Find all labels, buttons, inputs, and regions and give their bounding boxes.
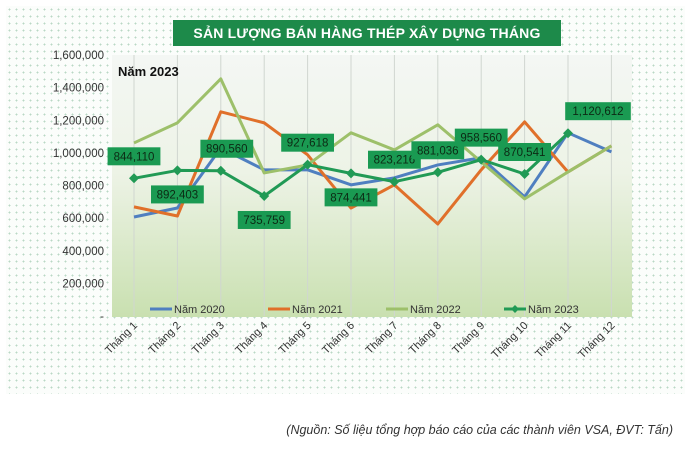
x-tick-label: Tháng 8 xyxy=(407,320,444,357)
y-tick-label: 1,200,000 xyxy=(53,115,104,127)
data-label-box xyxy=(281,133,334,152)
y-tick-label: 1,600,000 xyxy=(53,50,104,62)
x-tick-label: Tháng 9 xyxy=(450,320,487,357)
x-tick-label: Tháng 5 xyxy=(277,320,314,357)
data-point xyxy=(432,167,443,178)
line-chart: - 200,000 400,000 600,000 800,000 1,000,000 1,… xyxy=(53,50,632,361)
y-tick-label: 600,000 xyxy=(62,213,104,225)
data-point xyxy=(215,165,226,176)
legend-label: Năm 2020 xyxy=(174,304,225,316)
data-label-box xyxy=(107,147,161,166)
legend-label: Năm 2022 xyxy=(410,304,461,316)
x-tick-label: Tháng 12 xyxy=(576,320,617,361)
series-line xyxy=(133,131,613,219)
data-point xyxy=(129,173,139,184)
series-line xyxy=(133,77,613,201)
x-tick-label: Tháng 7 xyxy=(363,320,400,357)
x-tick-label: Tháng 4 xyxy=(233,320,270,357)
x-tick-label: Tháng 1 xyxy=(103,320,140,357)
data-label-box xyxy=(454,128,508,147)
data-label-box xyxy=(151,185,204,204)
source-note: (Nguồn: Số liệu tổng hợp báo cáo của các… xyxy=(286,423,673,437)
y-tick-label: 1,400,000 xyxy=(53,83,104,95)
y-tick-label: 1,000,000 xyxy=(53,148,104,160)
data-point xyxy=(259,190,270,201)
data-point xyxy=(563,128,573,139)
data-label: 890,560 xyxy=(206,144,248,156)
legend-label: Năm 2023 xyxy=(528,304,579,316)
legend-marker xyxy=(511,305,519,313)
data-point xyxy=(172,165,183,176)
y-tick-label: - xyxy=(100,311,104,323)
x-tick-label: Tháng 6 xyxy=(320,320,357,357)
data-label-box xyxy=(565,102,631,121)
data-label: 927,618 xyxy=(287,138,329,150)
data-label-box xyxy=(498,142,551,161)
data-label: 892,403 xyxy=(157,189,199,201)
data-label-box xyxy=(411,141,465,160)
data-label-box xyxy=(200,139,254,158)
data-label-box xyxy=(237,210,291,229)
data-label: 870,541 xyxy=(504,147,546,159)
data-point xyxy=(476,154,487,165)
data-point xyxy=(389,176,400,187)
x-tick-label: Tháng 11 xyxy=(533,320,574,361)
data-label-box xyxy=(324,188,378,207)
data-label: 881,036 xyxy=(417,145,459,157)
data-label: 844,110 xyxy=(114,151,155,163)
y-tick-label: 800,000 xyxy=(62,181,104,193)
data-label: 874,441 xyxy=(330,192,372,204)
data-label: 823,216 xyxy=(374,155,416,167)
data-label: 735,759 xyxy=(243,215,285,227)
data-point xyxy=(302,159,313,170)
chart-subtitle: Năm 2023 xyxy=(118,64,179,79)
x-tick-label: Tháng 3 xyxy=(190,320,227,357)
data-point xyxy=(519,168,530,179)
data-label: 1,120,612 xyxy=(572,106,623,118)
legend-label: Năm 2021 xyxy=(292,304,343,316)
x-tick-label: Tháng 10 xyxy=(489,320,530,361)
data-label: 958,560 xyxy=(460,133,502,145)
data-point xyxy=(346,168,356,179)
data-label-box xyxy=(368,150,421,169)
y-tick-label: 400,000 xyxy=(62,246,104,258)
y-tick-label: 200,000 xyxy=(62,278,104,290)
x-tick-label: Tháng 2 xyxy=(146,320,183,357)
